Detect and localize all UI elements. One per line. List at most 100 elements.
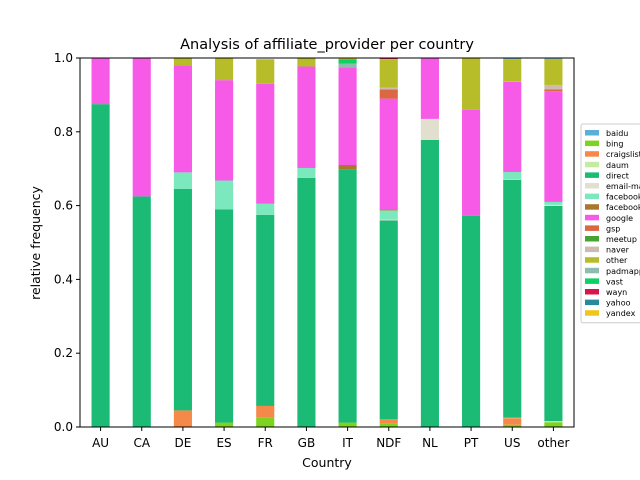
legend-label-facebook-open-graph: facebook-open-graph xyxy=(606,203,640,212)
legend-swatch-baidu xyxy=(585,130,599,136)
legend-swatch-direct xyxy=(585,172,599,178)
bar-segment-it-yandex xyxy=(338,58,357,60)
axes-layer: 0.0 0.2 0.4 0.6 0.8 1.0 AU CA DE ES FR GB IT NDF NL PT U… xyxy=(54,51,575,450)
legend-swatch-facebook xyxy=(585,193,599,200)
bar-segment-it-bing xyxy=(338,422,357,427)
bar-segment-ndf-google xyxy=(379,98,398,210)
legend-label-craigslist: craigslist xyxy=(606,150,640,159)
legend-label-daum: daum xyxy=(606,161,629,170)
x-tick-label: US xyxy=(504,436,520,450)
legend-swatch-email-marketing xyxy=(585,183,599,189)
x-tick-label: IT xyxy=(342,436,354,450)
legend-swatch-yandex xyxy=(585,310,599,316)
legend-label-vast: vast xyxy=(606,277,623,286)
bar-segment-ndf-wayn xyxy=(379,58,398,60)
x-tick-label: PT xyxy=(464,436,479,450)
bar-segment-ca-google xyxy=(132,58,151,197)
plot-frame xyxy=(79,57,575,428)
legend-swatch-bing xyxy=(585,140,599,147)
x-tick-label: AU xyxy=(92,436,109,450)
bar-segment-us-bing xyxy=(503,424,522,427)
bar-segment-ndf-gsp xyxy=(379,89,398,99)
bar-segment-pt-google xyxy=(462,109,481,216)
bar-segment-fr-facebook xyxy=(256,203,275,215)
bar-segment-other-other xyxy=(544,59,563,85)
legend-swatch-facebook-open-graph xyxy=(585,204,599,210)
y-axis-label: relative frequency xyxy=(28,185,43,299)
bar-segment-us-google xyxy=(503,81,522,173)
bar-segment-it-google xyxy=(338,67,357,166)
legend-swatch-wayn xyxy=(585,289,599,295)
y-tick-label: 0.8 xyxy=(54,125,73,139)
y-tick-label: 0.4 xyxy=(54,272,73,286)
legend-label-email-marketing: email-marketing xyxy=(606,182,640,191)
legend-label-naver: naver xyxy=(606,246,630,255)
bar-segment-gb-google xyxy=(297,66,316,168)
x-tick-label: ES xyxy=(216,436,231,450)
bar-segment-fr-craigslist xyxy=(256,405,275,418)
bar-segment-de-craigslist xyxy=(173,410,192,427)
bar-segment-ndf-email-marketing xyxy=(379,219,398,221)
bar-segment-other-google xyxy=(544,91,563,202)
bar-segment-nl-direct xyxy=(420,139,439,428)
bar-segment-pt-direct xyxy=(462,215,481,427)
bar-segment-es-other xyxy=(215,58,234,81)
bar-segment-gb-facebook xyxy=(297,167,316,178)
legend-label-bing: bing xyxy=(606,140,623,149)
bar-segment-other-gsp xyxy=(544,89,563,92)
legend-swatch-daum xyxy=(585,161,599,168)
bar-segment-other-email-marketing xyxy=(544,204,563,206)
legend-label-yandex: yandex xyxy=(606,309,636,318)
legend-label-other: other xyxy=(606,256,628,265)
bar-segment-ca-direct xyxy=(132,196,151,428)
y-tick-label: 0.6 xyxy=(54,199,73,213)
bar-segment-it-vast xyxy=(338,59,357,64)
legend-label-direct: direct xyxy=(606,171,629,180)
bar-segment-ndf-craigslist xyxy=(379,419,398,424)
bar-segment-us-other xyxy=(503,59,522,82)
x-tick-label: FR xyxy=(258,436,273,450)
bar-segment-de-facebook xyxy=(173,172,192,189)
x-tick-label: CA xyxy=(133,436,150,450)
legend-label-meetup: meetup xyxy=(606,235,637,244)
bar-segment-ndf-other xyxy=(379,59,398,88)
x-tick-label: DE xyxy=(175,436,192,450)
legend-label-google: google xyxy=(606,214,633,223)
bar-segment-other-daum xyxy=(544,421,563,423)
bar-segment-fr-google xyxy=(256,83,275,204)
bar-segment-pt-other xyxy=(462,58,481,110)
legend-label-padmapper: padmapper xyxy=(606,267,640,276)
bar-segment-ndf-facebook-open-graph xyxy=(379,209,398,211)
chart-title: Analysis of affiliate_provider per count… xyxy=(180,37,474,53)
legend-swatch-padmapper xyxy=(585,267,599,274)
bar-segment-gb-direct xyxy=(297,177,316,427)
legend-label-yahoo: yahoo xyxy=(606,299,631,308)
bar-segment-it-facebook-open-graph xyxy=(338,165,357,170)
bar-segment-de-other xyxy=(173,58,192,66)
bar-segment-es-facebook xyxy=(215,180,234,210)
bars-layer xyxy=(91,57,563,428)
bar-segment-ndf-direct xyxy=(379,220,398,420)
legend-swatch-vast xyxy=(585,278,599,284)
legend-label-facebook: facebook xyxy=(606,193,640,202)
bar-segment-us-craigslist xyxy=(503,418,522,425)
bar-segment-nl-google xyxy=(420,58,439,119)
bar-segment-ndf-bing xyxy=(379,423,398,427)
y-tick-label: 1.0 xyxy=(54,51,73,65)
bar-segment-de-google xyxy=(173,65,192,173)
bar-segment-fr-padmapper xyxy=(256,59,275,60)
bar-segment-other-bing xyxy=(544,422,563,427)
bar-segment-ndf-facebook xyxy=(379,210,398,220)
x-tick-label: GB xyxy=(298,436,316,450)
legend-swatch-meetup xyxy=(585,236,599,242)
bar-segment-fr-other xyxy=(256,59,275,84)
bar-segment-fr-bing xyxy=(256,417,275,427)
bar-segment-us-direct xyxy=(503,179,522,418)
legend-label-gsp: gsp xyxy=(606,224,620,233)
legend-label-wayn: wayn xyxy=(606,288,627,297)
bar-segment-fr-direct xyxy=(256,214,275,406)
x-axis-label: Country xyxy=(302,455,352,470)
bar-segment-other-naver xyxy=(544,84,563,90)
